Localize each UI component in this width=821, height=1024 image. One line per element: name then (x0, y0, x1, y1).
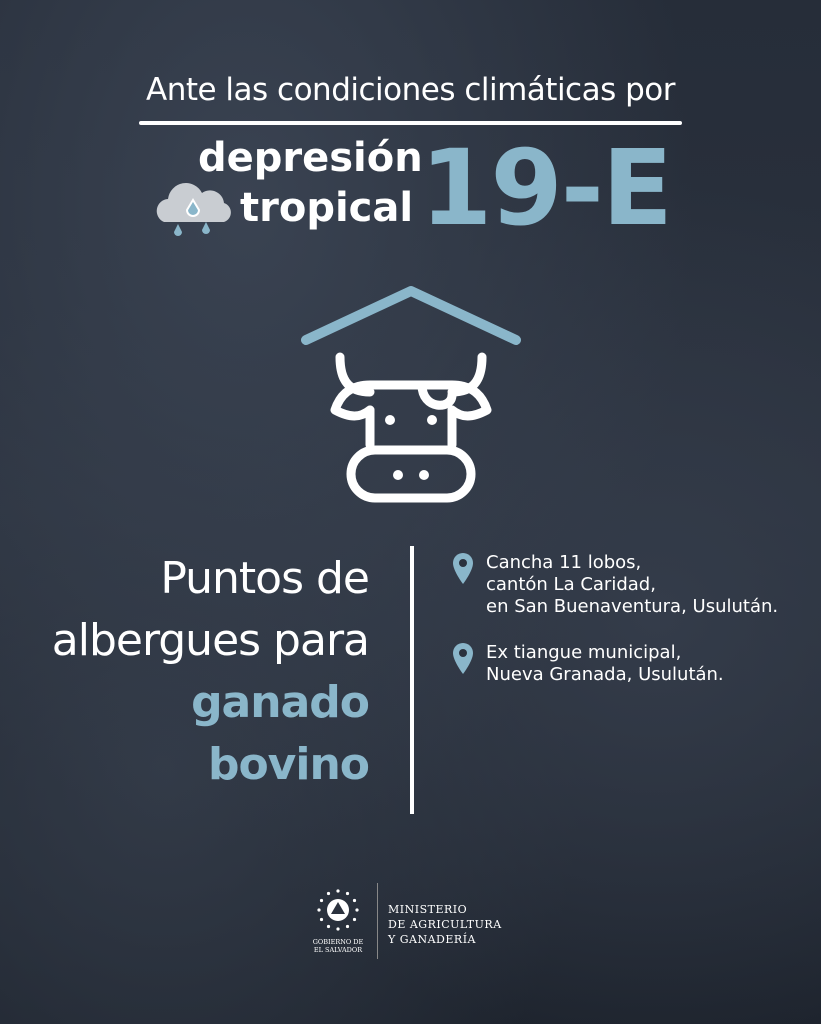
location-line: Ex tiangue municipal, (486, 642, 682, 663)
gobierno-logo-text: GOBIERNO DE EL SALVADOR (305, 938, 371, 954)
title-line-2: albergues para (51, 615, 370, 666)
ministry-logo-text: MINISTERIO DE AGRICULTURA Y GANADERÍA (388, 902, 502, 947)
logo-divider (377, 883, 378, 959)
depresion-text: depresión (198, 135, 423, 181)
location-item: Cancha 11 lobos, cantón La Caridad, en S… (452, 552, 778, 618)
storm-id: 19-E (420, 127, 673, 249)
rain-cloud-icon (156, 183, 231, 236)
vertical-divider (410, 546, 414, 814)
location-line: cantón La Caridad, (486, 574, 656, 595)
ministry-line: Y GANADERÍA (388, 933, 476, 946)
gov-line: GOBIERNO DE (312, 938, 364, 946)
location-line: en San Buenaventura, Usulután. (486, 596, 779, 617)
map-pin-icon (453, 553, 473, 584)
title-line-1: Puntos de (160, 553, 370, 604)
location-line: Nueva Granada, Usulután. (486, 664, 724, 685)
divider (139, 121, 682, 125)
cow-shelter-icon (301, 286, 521, 503)
ministry-line: MINISTERIO (388, 903, 468, 916)
map-pin-icon (453, 643, 473, 674)
title-line-3: ganado (191, 677, 370, 728)
government-seal-icon (317, 889, 359, 931)
location-item: Ex tiangue municipal, Nueva Granada, Usu… (452, 642, 724, 686)
location-line: Cancha 11 lobos, (486, 552, 642, 573)
gov-line: EL SALVADOR (313, 946, 363, 954)
shelter-title: Puntos de albergues para ganado bovino (51, 548, 370, 796)
intro-text: Ante las condiciones climáticas por (145, 72, 676, 108)
ministry-line: DE AGRICULTURA (388, 918, 502, 931)
title-line-4: bovino (207, 739, 370, 790)
tropical-text: tropical (240, 185, 414, 231)
